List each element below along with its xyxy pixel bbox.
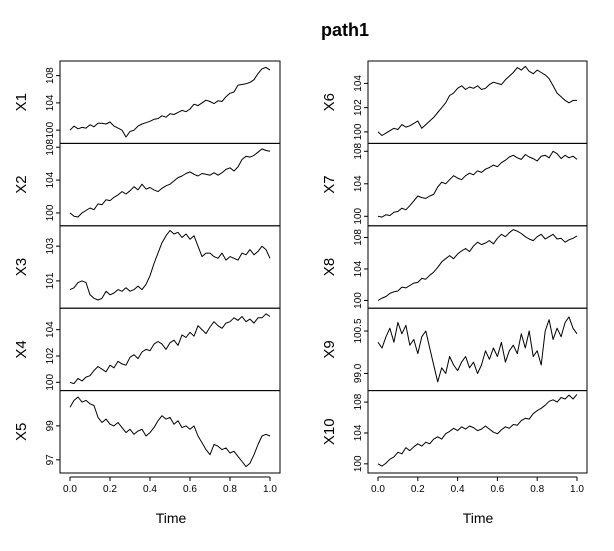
panel-frame [367,60,588,144]
y-tick-label: 104 [45,171,56,188]
series-line-x4 [69,313,271,385]
y-tick-label: 103 [45,237,56,254]
y-tick-label: 108 [353,393,364,410]
y-tick-label: 104 [353,75,364,92]
y-tick-label: 102 [45,347,56,364]
y-tick-label: 100 [45,204,56,221]
y-axis-label-x9: X9 [321,340,338,358]
y-tick-label: 100 [45,121,56,138]
left-column-panels: 100 104 108 X1 100 104 108 X2 101 103 X3 100 102 104 X… [13,60,281,495]
panel-frame [367,225,588,309]
panel-x2: 100 104 108 X2 [13,138,281,227]
panel-x10: 100 104 108 X10 [321,390,588,474]
y-tick-label: 100 [353,208,364,225]
y-tick-label: 104 [45,94,56,111]
series-line-x6 [377,65,577,136]
y-axis-label-x2: X2 [13,175,30,193]
y-tick-label: 108 [45,67,56,84]
y-tick-label: 100 [45,374,56,391]
y-axis-label-x1: X1 [13,93,30,111]
panel-x1: 100 104 108 X1 [13,60,281,144]
series-line-x7 [377,150,578,218]
y-axis-label-x3: X3 [13,258,30,276]
series-line-x3 [69,230,271,301]
y-tick-label: 101 [45,272,56,289]
x-tick-label: 0.8 [530,484,544,495]
y-tick-label: 100.5 [353,318,364,343]
series-line-x1 [69,66,271,138]
panel-frame [367,307,588,392]
x-tick-label: 0.0 [63,484,77,495]
series-line-x9 [377,316,578,383]
y-tick-label: 99.0 [353,363,364,383]
panel-x3: 101 103 X3 [13,225,281,309]
x-tick-label: 0.2 [103,484,117,495]
y-axis-label-x4: X4 [13,340,30,358]
y-tick-label: 108 [353,142,364,159]
panel-frame [59,60,281,144]
panel-x5: 97 99 X5 [13,390,281,474]
series-line-x2 [69,148,271,218]
series-line-x10 [377,394,578,467]
x-tick-label: 0.0 [371,484,385,495]
y-tick-label: 102 [353,99,364,116]
chart-title: path1 [321,20,369,40]
y-tick-label: 104 [353,424,364,441]
panel-x7: 100 104 108 X7 [321,142,588,227]
y-tick-label: 99 [45,420,56,432]
x-tick-label: 1.0 [263,484,277,495]
y-tick-label: 100 [353,292,364,309]
x-axis-label-right: Time [463,510,494,526]
x-tick-label: 0.4 [143,484,157,495]
y-axis-label-x8: X8 [321,258,338,276]
series-line-x8 [377,229,578,301]
y-axis-label-x5: X5 [13,423,30,441]
panel-x9: 99.0 100.5 X9 [321,307,588,392]
panel-frame [367,142,588,227]
y-tick-label: 100 [353,123,364,140]
right-column-panels: 100 102 104 X6 100 104 108 X7 100 104 108 X8 99.0 100… [321,60,588,495]
panel-x6: 100 102 104 X6 [321,60,588,144]
x-tick-label: 0.8 [223,484,237,495]
panel-x8: 100 104 108 X8 [321,225,588,309]
y-tick-label: 108 [353,229,364,246]
y-tick-label: 97 [45,454,56,466]
x-tick-label: 0.6 [490,484,504,495]
panel-frame [59,390,281,474]
y-axis-label-x6: X6 [321,93,338,111]
y-tick-label: 104 [353,260,364,277]
y-tick-label: 104 [353,175,364,192]
y-tick-label: 100 [353,455,364,472]
x-tick-label: 0.6 [183,484,197,495]
x-tick-label: 0.4 [451,484,465,495]
panel-frame [59,225,281,309]
panel-x4: 100 102 104 X4 [13,307,281,392]
y-tick-label: 108 [45,138,56,155]
x-tick-label: 0.2 [411,484,425,495]
y-tick-label: 104 [45,321,56,338]
x-axis-label-left: Time [156,510,187,526]
y-axis-label-x7: X7 [321,175,338,193]
y-axis-label-x10: X10 [321,418,338,445]
series-line-x5 [69,396,271,468]
panel-frame [367,390,588,474]
x-tick-label: 1.0 [570,484,584,495]
